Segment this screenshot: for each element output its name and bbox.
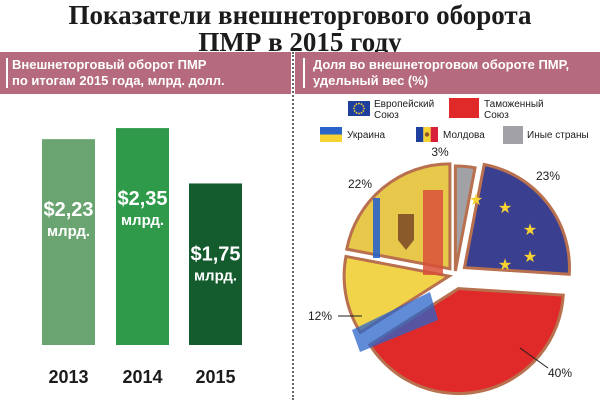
leader-line-customs-union — [519, 347, 549, 369]
left-header-line-2: по итогам 2015 года, млрд. долл. — [12, 73, 225, 88]
pie-slice — [453, 164, 477, 272]
bar-2014 — [116, 128, 169, 345]
title-line-2: ПМР в 2015 году — [198, 27, 402, 57]
left-panel-header: Внешнеторговый оборот ПМР по итогам 2015… — [0, 52, 291, 94]
legend-label: Молдова — [443, 130, 485, 141]
right-panel-header: Доля во внешнеторговом обороте ПМР, удел… — [295, 52, 600, 94]
right-header-line-2: удельный вес (%) — [313, 73, 429, 88]
star-icon: ★ — [498, 255, 512, 274]
legend-label: Украина — [347, 130, 386, 141]
ukraine-blue-stripe — [352, 292, 438, 352]
bar-unit-label: млрд. — [121, 212, 164, 229]
pie-slice — [462, 162, 571, 276]
legend-label: Иные страны — [527, 130, 589, 141]
bar-value-label: $1,75 — [190, 243, 240, 265]
bar-value-label: $2,35 — [117, 188, 167, 210]
pie-label-moldova: 22% — [348, 177, 372, 191]
legend-label: Таможенный — [484, 99, 544, 110]
ukraine-flag-icon — [320, 127, 342, 142]
panel-divider — [292, 52, 294, 400]
star-icon: ★ — [523, 247, 537, 266]
pie-label-ukraine: 12% — [308, 309, 332, 323]
bar-year-label: 2014 — [122, 367, 162, 387]
moldova-flag-icon — [416, 127, 438, 142]
page-title: Показатели внешнеторгового оборота ПМР в… — [0, 2, 600, 56]
pie-label-eu: 23% — [536, 169, 560, 183]
legend-label: Европейский — [374, 99, 434, 110]
title-line-1: Показатели внешнеторгового оборота — [68, 0, 532, 30]
right-header-line-1: Доля во внешнеторговом обороте ПМР, — [313, 57, 570, 72]
bar-2015 — [189, 183, 242, 345]
moldova-blue-stripe — [373, 198, 380, 258]
eu-flag-icon — [348, 101, 370, 116]
bar-value-label: $2,23 — [43, 199, 93, 221]
bar-unit-label: млрд. — [47, 223, 90, 240]
legend-label: Союз — [374, 110, 399, 121]
pie-label-customs-union: 40% — [548, 366, 572, 380]
eu-stars-decoration: ★ ★ ★ ★ ★ — [469, 190, 537, 274]
bar-year-label: 2015 — [195, 367, 235, 387]
star-icon: ★ — [523, 220, 537, 239]
bar-year-label: 2013 — [48, 367, 88, 387]
pie-label-others: 3% — [431, 145, 449, 159]
star-icon: ★ — [498, 198, 512, 217]
left-header-line-1: Внешнеторговый оборот ПМР — [12, 57, 207, 72]
bar-unit-label: млрд. — [194, 267, 237, 284]
red-square-icon — [449, 98, 479, 118]
moldova-coat-of-arms-icon — [398, 214, 414, 250]
bar-chart: $2,23 млрд. 2013 $2,35 млрд. 2014 $1,75 млрд. 20… — [42, 128, 242, 387]
moldova-red-stripe — [423, 190, 443, 275]
legend-label: Союз — [484, 110, 509, 121]
bar-2013 — [42, 139, 95, 345]
gray-square-icon — [503, 126, 523, 144]
star-icon: ★ — [469, 190, 483, 209]
